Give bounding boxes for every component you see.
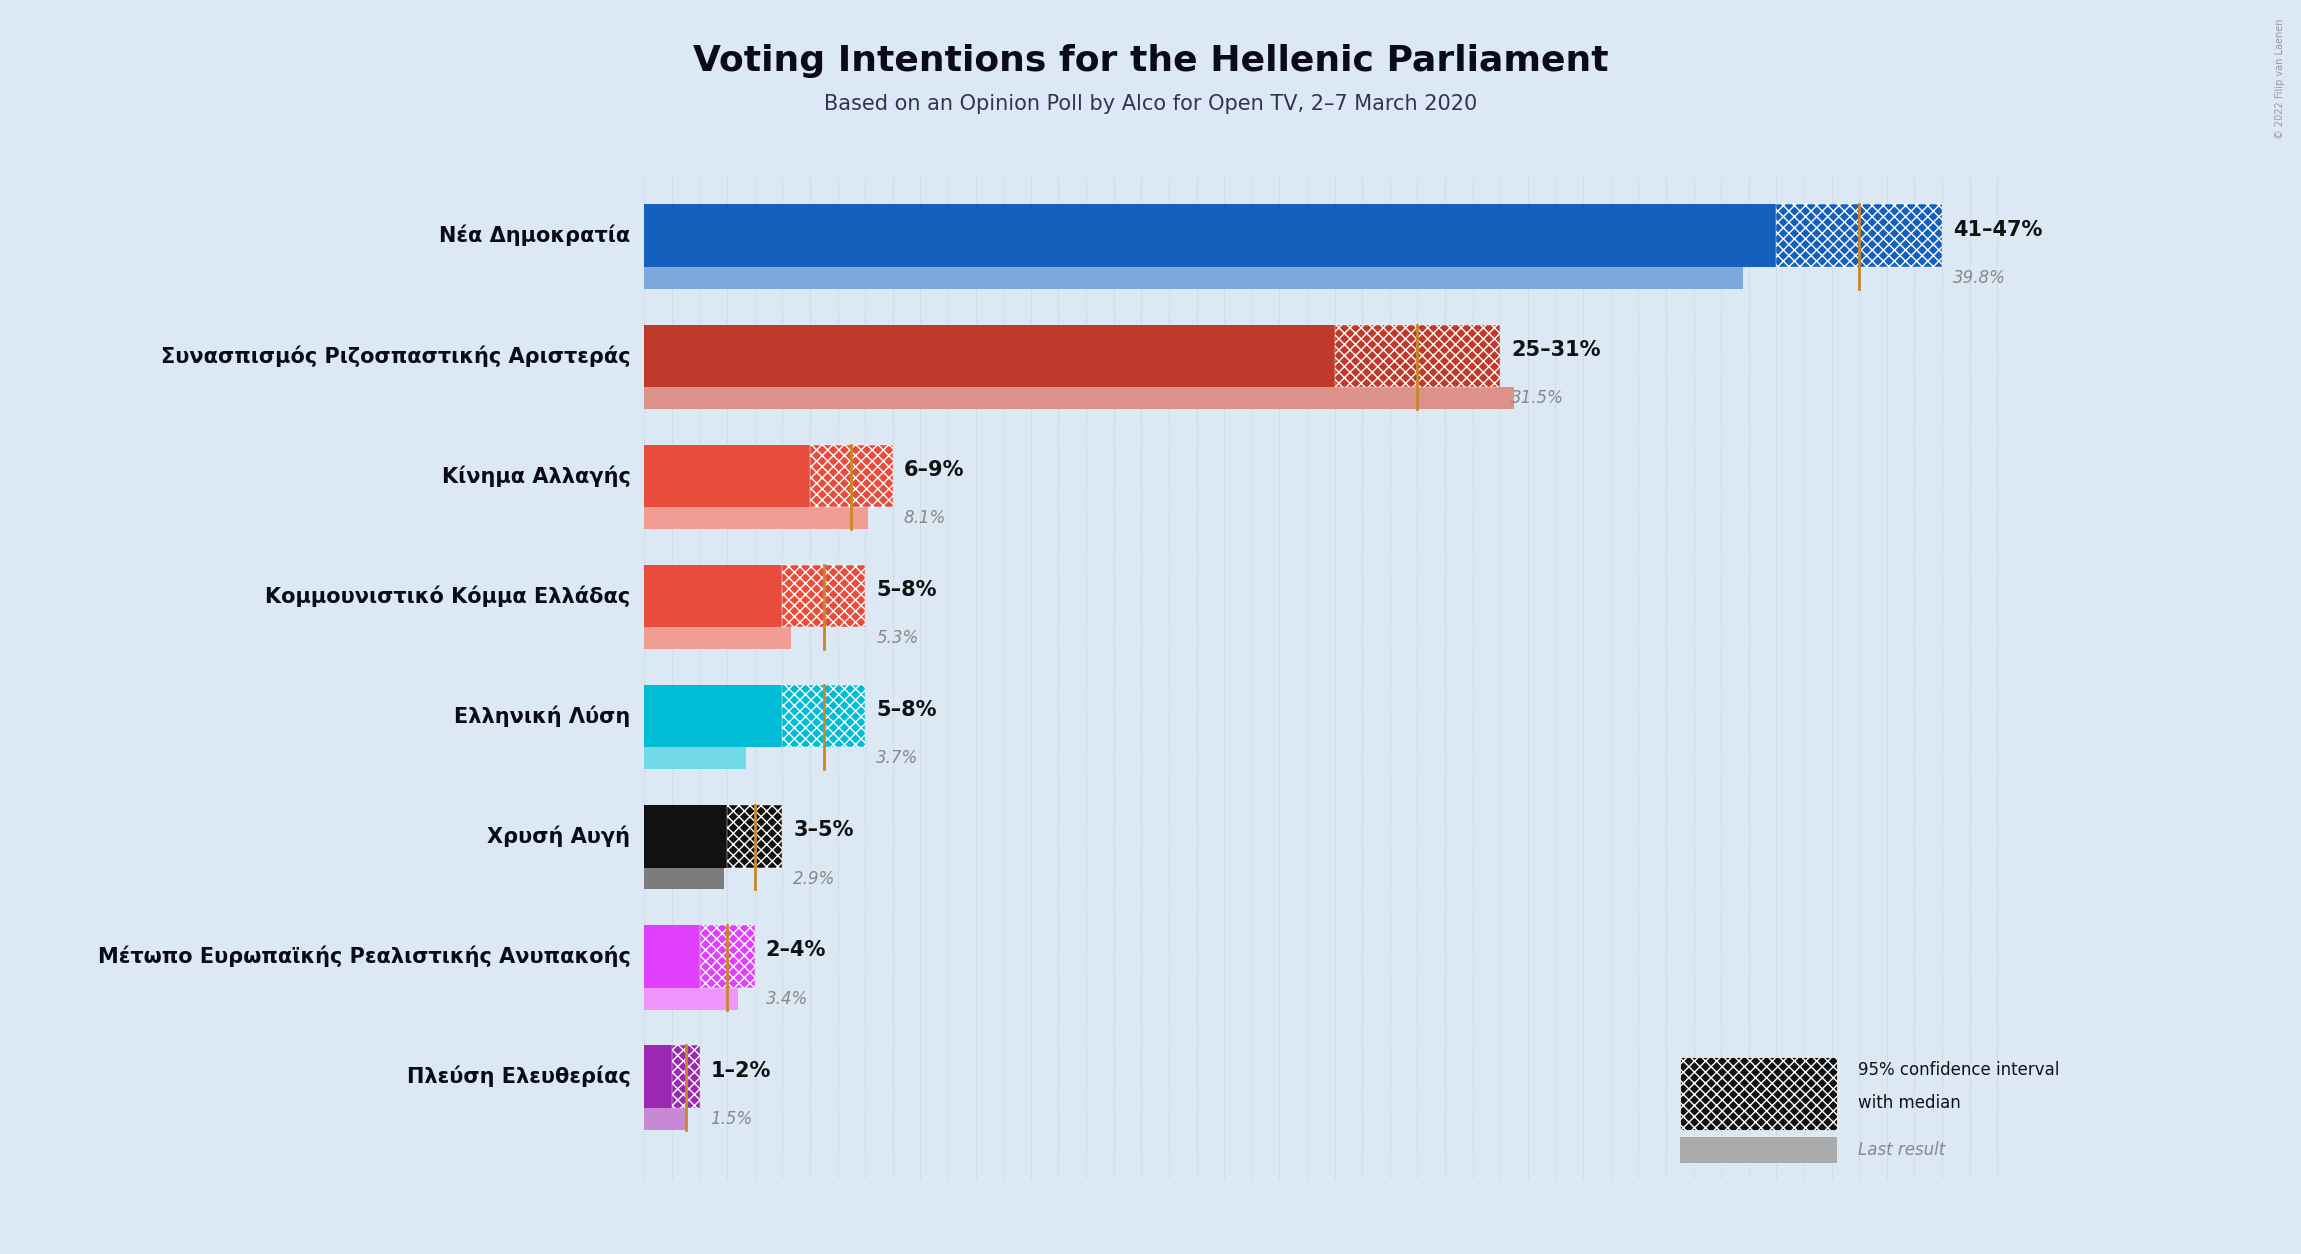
Text: 3.4%: 3.4% xyxy=(766,989,808,1008)
Bar xyxy=(644,445,810,507)
Text: 5.3%: 5.3% xyxy=(877,630,918,647)
Text: Last result: Last result xyxy=(1857,1141,1944,1159)
Text: 1.5%: 1.5% xyxy=(711,1110,752,1127)
Text: 31.5%: 31.5% xyxy=(1512,389,1565,408)
Bar xyxy=(782,685,865,747)
Bar xyxy=(644,1046,672,1107)
Bar xyxy=(1680,1137,1836,1164)
Bar xyxy=(644,564,782,627)
Bar xyxy=(810,445,893,507)
Bar xyxy=(644,387,1514,409)
Bar xyxy=(727,805,782,868)
Text: 8.1%: 8.1% xyxy=(904,509,946,527)
Bar xyxy=(644,325,1335,387)
Text: Nέα Δημοκρατία: Nέα Δημοκρατία xyxy=(439,224,630,246)
Bar xyxy=(644,925,700,988)
Bar xyxy=(644,868,725,889)
Text: 3–5%: 3–5% xyxy=(794,820,854,840)
Bar xyxy=(1335,325,1500,387)
Bar xyxy=(644,747,746,769)
Text: Based on an Opinion Poll by Alco for Open TV, 2–7 March 2020: Based on an Opinion Poll by Alco for Ope… xyxy=(824,94,1477,114)
Text: Πλεύση Ελευθερίας: Πλεύση Ελευθερίας xyxy=(407,1066,630,1087)
Bar xyxy=(644,507,867,529)
Text: with median: with median xyxy=(1857,1093,1960,1112)
Text: 95% confidence interval: 95% confidence interval xyxy=(1857,1061,2059,1080)
Bar xyxy=(644,267,1744,288)
Bar xyxy=(644,627,792,650)
Text: 5–8%: 5–8% xyxy=(877,700,937,720)
Bar xyxy=(672,1046,700,1107)
Text: 1–2%: 1–2% xyxy=(711,1061,771,1081)
Text: © 2022 Filip van Laenen: © 2022 Filip van Laenen xyxy=(2276,19,2285,139)
Bar xyxy=(644,805,727,868)
Text: 25–31%: 25–31% xyxy=(1512,340,1601,360)
Text: Ελληνική Λύση: Ελληνική Λύση xyxy=(453,706,630,727)
Text: Κίνημα Αλλαγής: Κίνημα Αλλαγής xyxy=(442,465,630,487)
Bar xyxy=(1776,204,1942,267)
Text: Μέτωπο Ευρωπαϊκής Ρεαλιστικής Ανυπακοής: Μέτωπο Ευρωπαϊκής Ρεαλιστικής Ανυπακοής xyxy=(97,946,630,967)
Bar xyxy=(700,925,755,988)
Bar xyxy=(644,204,1776,267)
Text: Κομμουνιστικό Κόμμα Ελλάδας: Κομμουνιστικό Κόμμα Ελλάδας xyxy=(265,586,630,607)
Bar xyxy=(644,1107,686,1130)
Text: 39.8%: 39.8% xyxy=(1954,268,2006,287)
Bar xyxy=(644,988,739,1009)
Bar xyxy=(782,564,865,627)
Text: Voting Intentions for the Hellenic Parliament: Voting Intentions for the Hellenic Parli… xyxy=(693,44,1608,78)
Text: 2–4%: 2–4% xyxy=(766,940,826,961)
Text: 5–8%: 5–8% xyxy=(877,581,937,601)
Text: 41–47%: 41–47% xyxy=(1954,219,2043,240)
Text: Συνασπισμός Ριζοσπαστικής Αριστεράς: Συνασπισμός Ριζοσπαστικής Αριστεράς xyxy=(161,345,630,366)
Text: Χρυσή Αυγή: Χρυσή Αυγή xyxy=(488,825,630,848)
Text: 6–9%: 6–9% xyxy=(904,460,964,480)
Text: 3.7%: 3.7% xyxy=(877,750,918,767)
Bar xyxy=(644,685,782,747)
Bar xyxy=(1680,1057,1836,1131)
Text: 2.9%: 2.9% xyxy=(794,869,835,888)
